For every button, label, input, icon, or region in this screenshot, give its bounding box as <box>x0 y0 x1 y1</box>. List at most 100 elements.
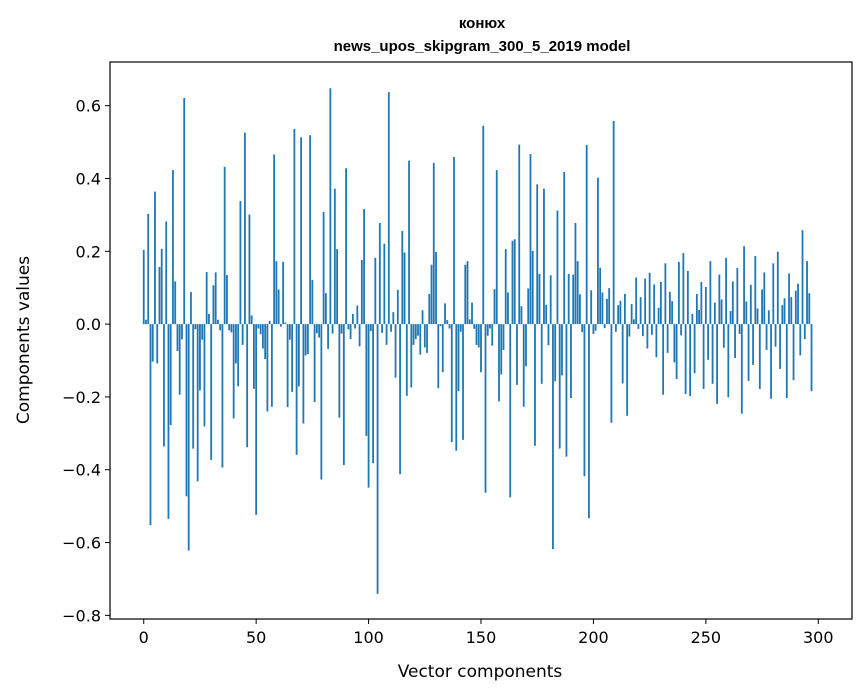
bar-component-109 <box>387 92 390 325</box>
bar-component-253 <box>711 324 714 384</box>
bar-component-135 <box>446 320 449 325</box>
bar-component-202 <box>597 177 599 325</box>
x-axis-ticks: 0 50 100 150 200 250 300 <box>139 619 834 647</box>
bar-component-86 <box>336 249 338 325</box>
bar-component-207 <box>608 288 611 325</box>
bar-component-168 <box>520 306 523 325</box>
bar-component-70 <box>300 137 303 325</box>
bar-component-194 <box>579 294 581 325</box>
bar-component-27 <box>203 324 206 427</box>
bar-component-187 <box>563 171 566 325</box>
bar-component-196 <box>583 324 586 477</box>
bar-component-229 <box>657 307 660 325</box>
bar-component-130 <box>435 252 437 325</box>
bar-component-34 <box>219 324 222 331</box>
bar-component-156 <box>493 289 496 325</box>
bar-component-245 <box>693 324 696 374</box>
bar-component-210 <box>615 324 617 332</box>
bar-component-123 <box>419 324 422 355</box>
bar-component-287 <box>788 273 790 325</box>
bar-component-246 <box>695 293 698 325</box>
bar-component-276 <box>763 272 766 325</box>
bar-component-111 <box>392 312 395 325</box>
bar-component-237 <box>675 324 678 380</box>
bar-component-219 <box>635 277 638 325</box>
bar-component-221 <box>639 297 642 325</box>
bar-component-54 <box>264 324 267 360</box>
bar-component-129 <box>432 162 435 325</box>
bar-component-290 <box>794 290 797 325</box>
bar-component-62 <box>282 261 285 325</box>
bar-component-244 <box>691 313 694 325</box>
bar-component-178 <box>543 188 545 325</box>
bar-component-101 <box>369 324 372 332</box>
bar-component-173 <box>531 250 534 325</box>
bar-component-100 <box>367 324 370 488</box>
bar-component-289 <box>792 324 795 381</box>
bar-component-176 <box>538 273 541 325</box>
bar-component-216 <box>628 324 631 337</box>
bar-component-275 <box>761 289 763 325</box>
bar-component-165 <box>513 239 516 325</box>
bar-component-147 <box>473 324 476 329</box>
bar-component-205 <box>603 324 606 329</box>
chart-subtitle: news_upos_skipgram_300_5_2019 model <box>334 38 631 55</box>
bar-component-258 <box>722 324 725 348</box>
bar-component-222 <box>641 324 644 337</box>
bar-component-116 <box>403 252 406 325</box>
bar-component-3 <box>149 324 152 526</box>
bar-component-44 <box>241 324 244 345</box>
bar-component-37 <box>226 274 228 325</box>
bar-component-96 <box>358 324 361 347</box>
bar-component-163 <box>509 324 512 498</box>
bar-component-215 <box>626 324 629 416</box>
bar-component-71 <box>302 324 305 424</box>
bar-component-115 <box>401 230 404 325</box>
bar-component-236 <box>673 324 676 363</box>
bar-component-148 <box>475 324 478 345</box>
bar-component-52 <box>259 324 262 335</box>
y-tick-label: 0.0 <box>76 315 101 334</box>
bar-component-107 <box>383 243 386 325</box>
bar-component-170 <box>525 324 527 367</box>
bar-component-155 <box>491 324 494 346</box>
bar-component-167 <box>518 144 521 325</box>
bar-component-85 <box>333 188 336 325</box>
bar-component-269 <box>747 324 750 381</box>
bar-component-108 <box>385 324 388 345</box>
bar-component-140 <box>457 324 460 392</box>
bar-component-88 <box>340 324 343 334</box>
bar-component-137 <box>450 324 453 443</box>
bar-component-84 <box>331 324 334 334</box>
bar-component-66 <box>291 324 294 392</box>
bar-component-225 <box>648 272 651 325</box>
y-tick-label: 0.6 <box>76 97 101 116</box>
bar-component-197 <box>585 145 588 325</box>
bar-component-239 <box>680 324 683 336</box>
bar-component-73 <box>306 324 309 354</box>
bar-component-257 <box>720 299 723 325</box>
bar-component-200 <box>592 324 595 334</box>
bar-component-76 <box>313 324 316 403</box>
bar-component-14 <box>174 281 177 325</box>
bar-component-182 <box>552 324 554 550</box>
bar-component-91 <box>347 324 350 330</box>
bar-component-281 <box>774 324 777 347</box>
bar-component-33 <box>217 319 219 325</box>
bar-component-232 <box>664 263 667 325</box>
bar-component-53 <box>262 324 264 349</box>
bar-component-238 <box>677 261 680 325</box>
bar-component-121 <box>414 324 417 340</box>
bar-component-4 <box>151 324 154 362</box>
bar-component-295 <box>806 261 808 325</box>
bar-component-193 <box>576 261 579 325</box>
bar-component-293 <box>801 230 804 325</box>
bar-component-162 <box>507 292 509 325</box>
bar-component-80 <box>322 211 325 325</box>
bar-component-42 <box>237 324 240 387</box>
bar-component-288 <box>790 297 793 325</box>
bar-component-5 <box>154 191 156 325</box>
bar-component-46 <box>246 324 249 448</box>
